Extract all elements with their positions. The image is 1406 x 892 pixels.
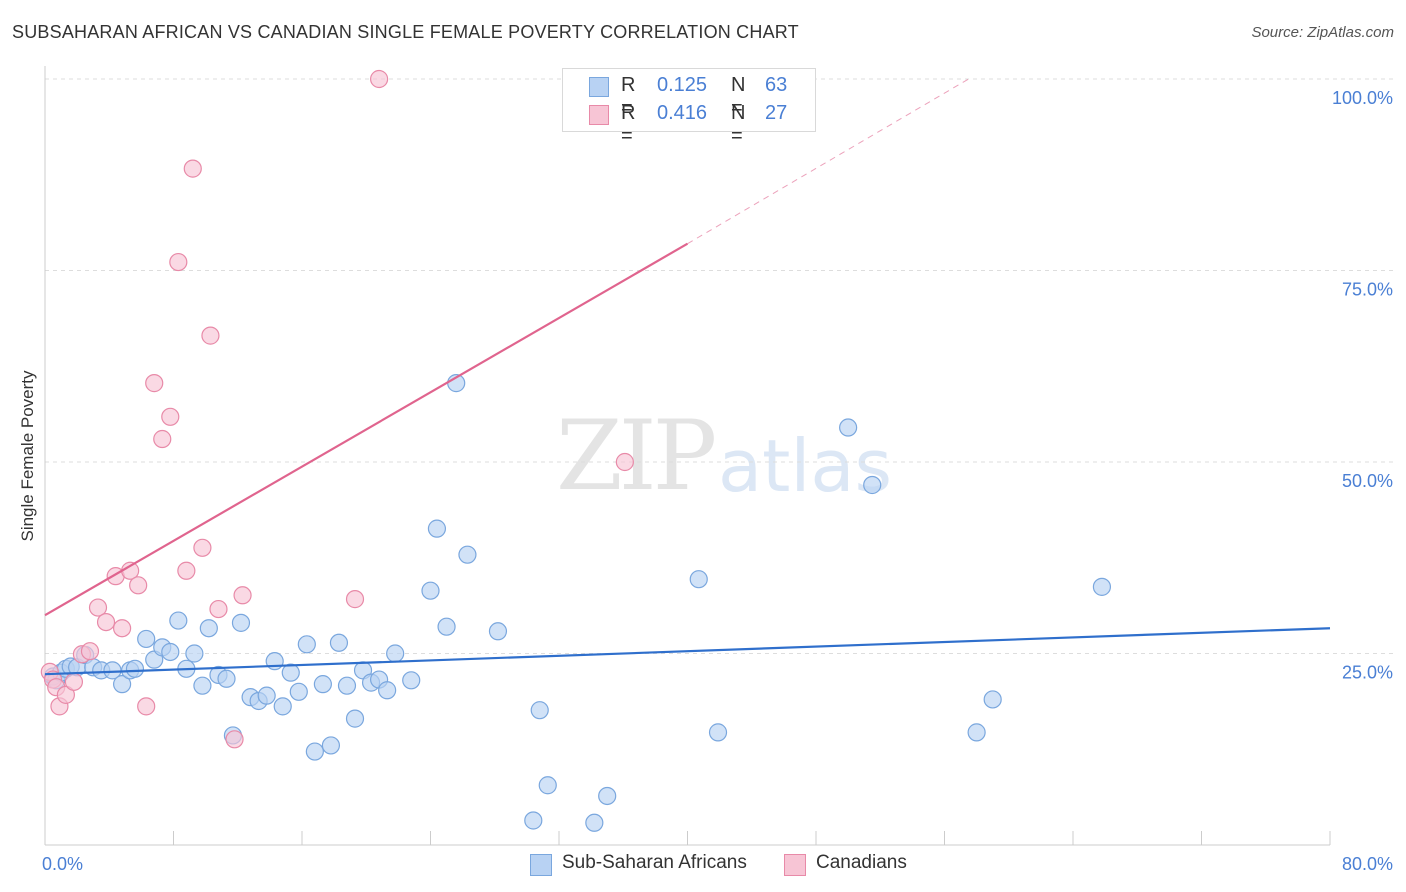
r-value: 0.125 [657,74,708,96]
sub-saharan-point [1092,577,1112,596]
n-value: 63 [765,74,788,96]
sub-saharan-point [185,644,204,663]
canadian-point [88,598,108,617]
sub-saharan-point [378,681,397,700]
canadian-point [80,642,100,661]
sub-saharan-point [530,701,549,720]
source-label: Source: ZipAtlas.com [1251,24,1394,41]
sub-saharan-point [421,581,440,600]
series-label: Canadians [816,852,907,873]
sub-saharan-point [112,675,132,694]
canadian-point [615,452,634,472]
blue-swatch [589,77,609,97]
sub-saharan-point [458,545,477,564]
sub-saharan-point [297,635,316,654]
canadian-point [56,685,75,704]
sub-saharan-point [305,742,324,761]
r-label: R = [621,102,636,147]
canadian-point [129,576,148,595]
sub-saharan-point [321,736,341,755]
canadian-point [137,697,156,716]
sub-saharan-point [337,676,357,695]
sub-saharan-point [863,475,882,495]
n-value: 27 [765,102,788,124]
canadian-point [193,538,212,557]
pink-swatch [784,854,806,876]
series-label: Sub-Saharan Africans [562,852,747,873]
canadian-point [96,612,116,632]
sub-saharan-point [217,669,236,688]
sub-saharan-point [386,644,405,663]
pink-swatch [589,105,609,125]
sub-saharan-point [538,776,557,795]
canadian-point [225,730,244,749]
canadian-point [201,326,220,345]
stats-legend: R = 0.125 N = 63 R = 0.416 N = 27 [562,68,816,147]
sub-saharan-point [402,671,421,690]
canadian-trend-line [44,242,689,617]
sub-saharan-point [967,723,986,742]
canadian-point [145,374,164,393]
sub-saharan-point [329,633,349,652]
sub-saharan-point [281,663,300,682]
sub-saharan-point [689,570,708,589]
y-tick-label: 50.0% [1342,471,1393,491]
sub-saharan-point [169,611,188,630]
sub-saharan-point [161,642,180,662]
canadian-point [183,159,202,178]
canadian-point [169,252,188,272]
n-label: N = [731,102,746,147]
chart-title: SUBSAHARAN AFRICAN VS CANADIAN SINGLE FE… [12,22,799,42]
r-label: R = [621,74,636,119]
canadian-point [177,561,196,580]
canadian-point [112,619,132,638]
y-tick-label: 25.0% [1342,663,1393,683]
sub-saharan-point [193,676,212,695]
sub-saharan-point [199,619,218,638]
sub-saharan-point [427,519,447,538]
sub-saharan-point [231,613,251,632]
canadian-point [209,599,228,619]
canadian-point [345,590,365,609]
sub-saharan-point [313,675,332,694]
y-axis-title: Single Female Poverty [18,370,37,542]
canadian-point [64,672,84,691]
sub-saharan-point [345,709,365,728]
canadian-point [233,586,252,605]
sub-saharan-point [488,622,508,641]
canadian-point [161,407,180,426]
sub-saharan-point [524,811,543,830]
watermark-zip: ZIP [556,400,717,512]
sub-saharan-point [839,418,858,437]
r-value: 0.416 [657,102,708,124]
sub-saharan-point [257,686,276,705]
blue-swatch [530,854,552,876]
sub-saharan-point [983,690,1002,709]
x-tick-label: 0.0% [42,854,83,874]
x-tick-label: 80.0% [1342,854,1393,874]
canadian-point [370,69,389,89]
sub-saharan-point [103,661,122,680]
sub-saharan-point [273,697,292,716]
sub-saharan-trend-line [44,627,1331,676]
n-label: N = [731,74,746,119]
sub-saharan-point [598,786,617,806]
watermark-atlas: atlas [718,424,892,508]
canadian-point [153,429,172,449]
sub-saharan-point [585,813,604,832]
sub-saharan-point [708,723,728,742]
sub-saharan-point [437,617,456,636]
y-tick-label: 75.0% [1342,280,1393,300]
sub-saharan-point [137,629,156,649]
y-tick-label: 100.0% [1332,88,1393,108]
sub-saharan-point [125,659,145,678]
sub-saharan-point [289,682,308,701]
